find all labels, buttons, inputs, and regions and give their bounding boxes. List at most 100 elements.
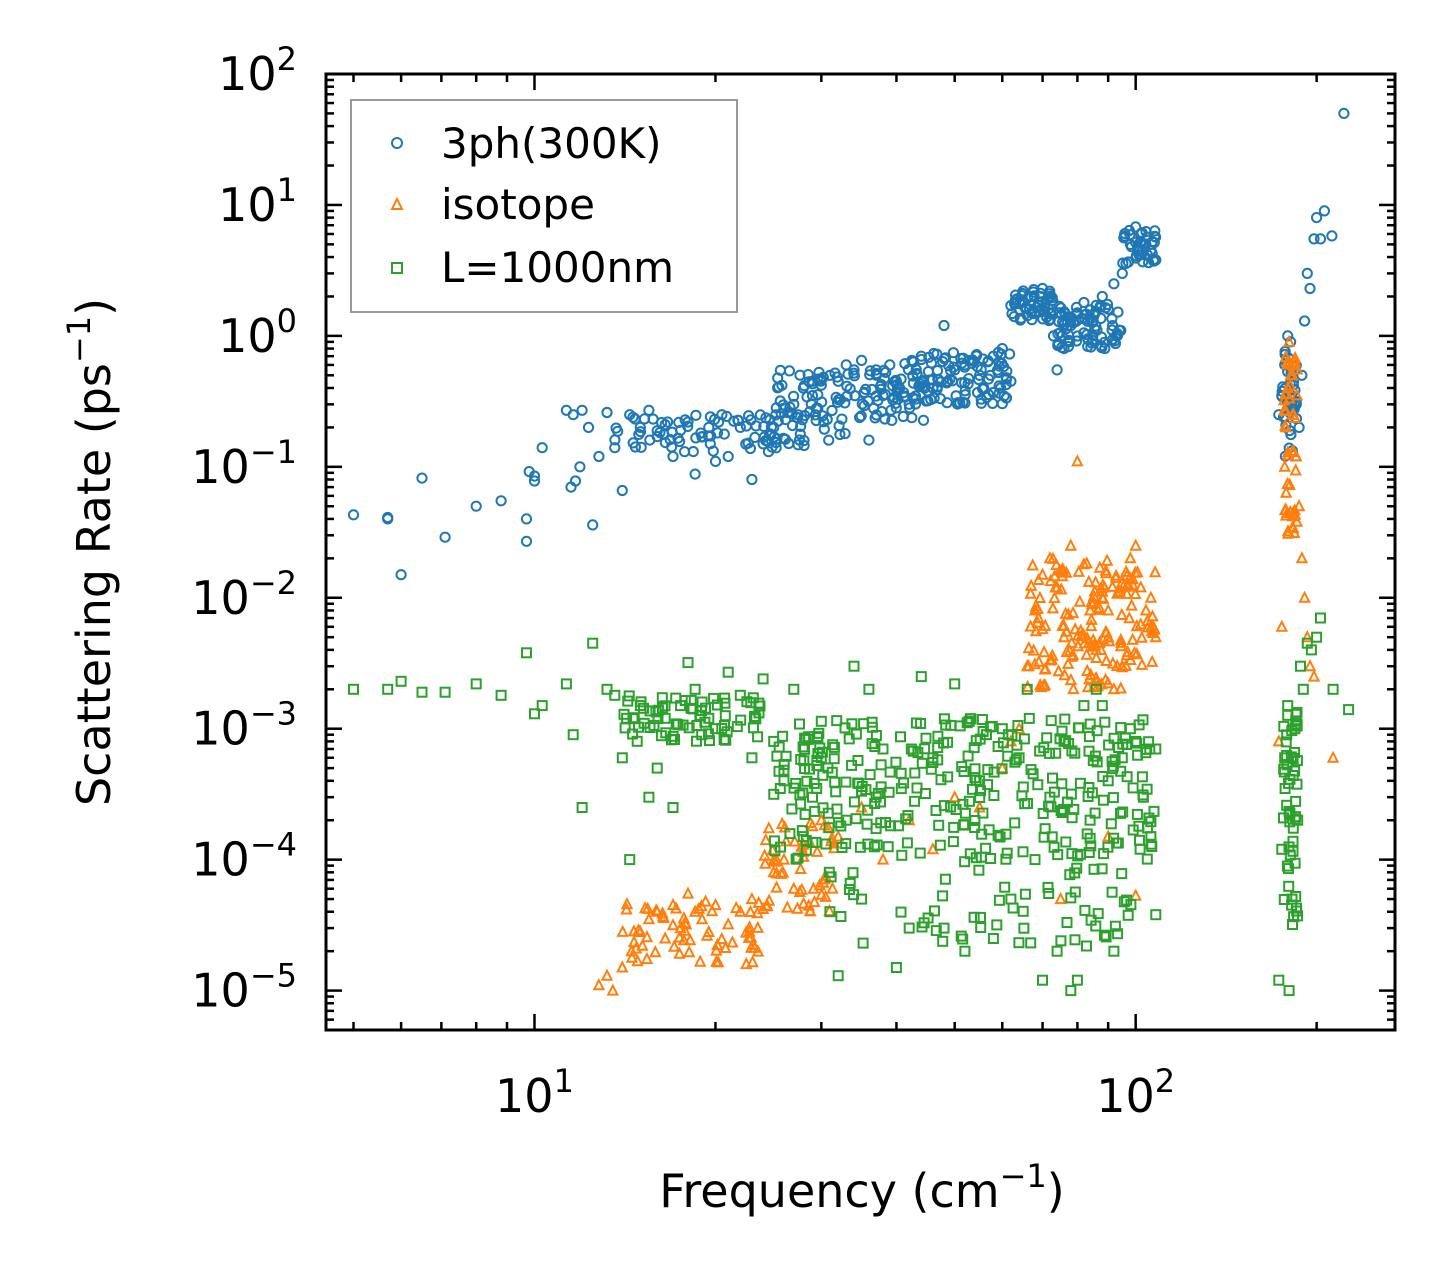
point-isotope (806, 819, 819, 832)
point-3ph-300k (1004, 348, 1016, 360)
point-l-1000nm (1276, 843, 1288, 855)
point-l-1000nm (1099, 716, 1111, 728)
point-3ph-300k (944, 373, 956, 385)
point-3ph-300k (830, 391, 842, 403)
point-isotope (781, 900, 794, 913)
point-l-1000nm (747, 692, 759, 704)
point-l-1000nm (1100, 931, 1112, 943)
point-l-1000nm (659, 700, 671, 712)
point-l-1000nm (1116, 752, 1128, 764)
legend-label-l1000nm: L=1000nm (441, 243, 674, 292)
point-3ph-300k (1149, 230, 1161, 242)
point-l-1000nm (922, 912, 934, 924)
point-l-1000nm (1305, 644, 1317, 656)
point-l-1000nm (1012, 720, 1024, 731)
point-3ph-300k (915, 350, 927, 362)
point-3ph-300k (536, 442, 548, 454)
point-l-1000nm (890, 756, 902, 768)
point-l-1000nm (985, 853, 997, 864)
point-l-1000nm (991, 919, 1003, 931)
point-l-1000nm (835, 911, 847, 922)
point-isotope (1059, 606, 1072, 619)
point-l-1000nm (959, 856, 971, 868)
point-l-1000nm (1098, 929, 1110, 941)
point-3ph-300k (971, 387, 984, 399)
point-isotope (791, 901, 804, 914)
point-3ph-300k (914, 380, 926, 392)
point-3ph-300k (1017, 285, 1029, 297)
point-l-1000nm (1278, 894, 1290, 905)
point-isotope (1292, 499, 1306, 512)
point-3ph-300k (856, 354, 868, 366)
point-l-1000nm (1137, 714, 1149, 726)
x-axis-label: Frequency (cm−1) (659, 1157, 1064, 1218)
point-3ph-300k (749, 431, 761, 443)
point-l-1000nm (722, 666, 734, 678)
point-isotope (1068, 622, 1082, 635)
point-l-1000nm (1069, 934, 1081, 946)
point-3ph-300k (1135, 228, 1147, 240)
point-l-1000nm (1017, 781, 1029, 793)
point-l-1000nm (847, 867, 859, 879)
point-3ph-300k (1044, 307, 1056, 319)
point-3ph-300k (823, 434, 835, 446)
point-l-1000nm (1111, 837, 1123, 849)
point-isotope (1135, 657, 1149, 670)
point-l-1000nm (1137, 791, 1149, 803)
point-3ph-300k (903, 398, 915, 410)
point-3ph-300k (696, 431, 708, 443)
point-l-1000nm (820, 838, 832, 850)
point-l-1000nm (861, 818, 873, 830)
point-l-1000nm (868, 841, 880, 853)
point-3ph-300k (809, 409, 822, 421)
point-isotope (1134, 580, 1148, 593)
point-l-1000nm (1029, 854, 1041, 866)
point-l-1000nm (735, 714, 747, 726)
point-isotope (678, 923, 692, 936)
point-l-1000nm (746, 752, 758, 764)
point-l-1000nm (601, 683, 613, 695)
point-l-1000nm (885, 820, 897, 832)
point-3ph-300k (938, 319, 950, 332)
point-l-1000nm (670, 718, 682, 730)
point-l-1000nm (970, 735, 982, 747)
point-isotope (650, 904, 664, 917)
point-isotope (1125, 598, 1138, 611)
point-l-1000nm (909, 795, 921, 807)
point-3ph-300k (1071, 307, 1084, 319)
point-isotope (693, 954, 707, 967)
point-l-1000nm (824, 906, 836, 918)
point-l-1000nm (1058, 803, 1070, 815)
point-3ph-300k (659, 419, 671, 431)
point-l-1000nm (935, 774, 947, 786)
point-3ph-300k (886, 414, 898, 426)
point-isotope (669, 901, 683, 914)
point-l-1000nm (1143, 736, 1155, 748)
point-l-1000nm (925, 763, 937, 775)
point-isotope (616, 924, 629, 937)
point-l-1000nm (778, 775, 790, 787)
point-l-1000nm (938, 713, 950, 725)
point-l-1000nm (683, 722, 695, 734)
point-isotope (721, 917, 735, 930)
point-l-1000nm (644, 722, 656, 733)
point-l-1000nm (1047, 772, 1058, 784)
point-isotope (1056, 618, 1069, 631)
point-l-1000nm (788, 683, 800, 695)
point-3ph-300k (783, 365, 796, 377)
point-isotope (729, 900, 743, 914)
point-3ph-300k (856, 398, 868, 410)
point-isotope (1065, 635, 1078, 648)
point-l-1000nm (955, 930, 967, 942)
point-3ph-300k (770, 409, 782, 421)
point-isotope (1119, 564, 1133, 577)
point-l-1000nm (1085, 840, 1097, 852)
point-l-1000nm (919, 788, 931, 799)
point-l-1000nm (1056, 725, 1068, 737)
point-isotope (666, 897, 680, 911)
y-tick-label: 10−1 (191, 433, 297, 494)
point-isotope (1148, 565, 1162, 578)
point-3ph-300k (690, 432, 702, 444)
point-3ph-300k (923, 351, 935, 363)
point-l-1000nm (895, 767, 907, 779)
